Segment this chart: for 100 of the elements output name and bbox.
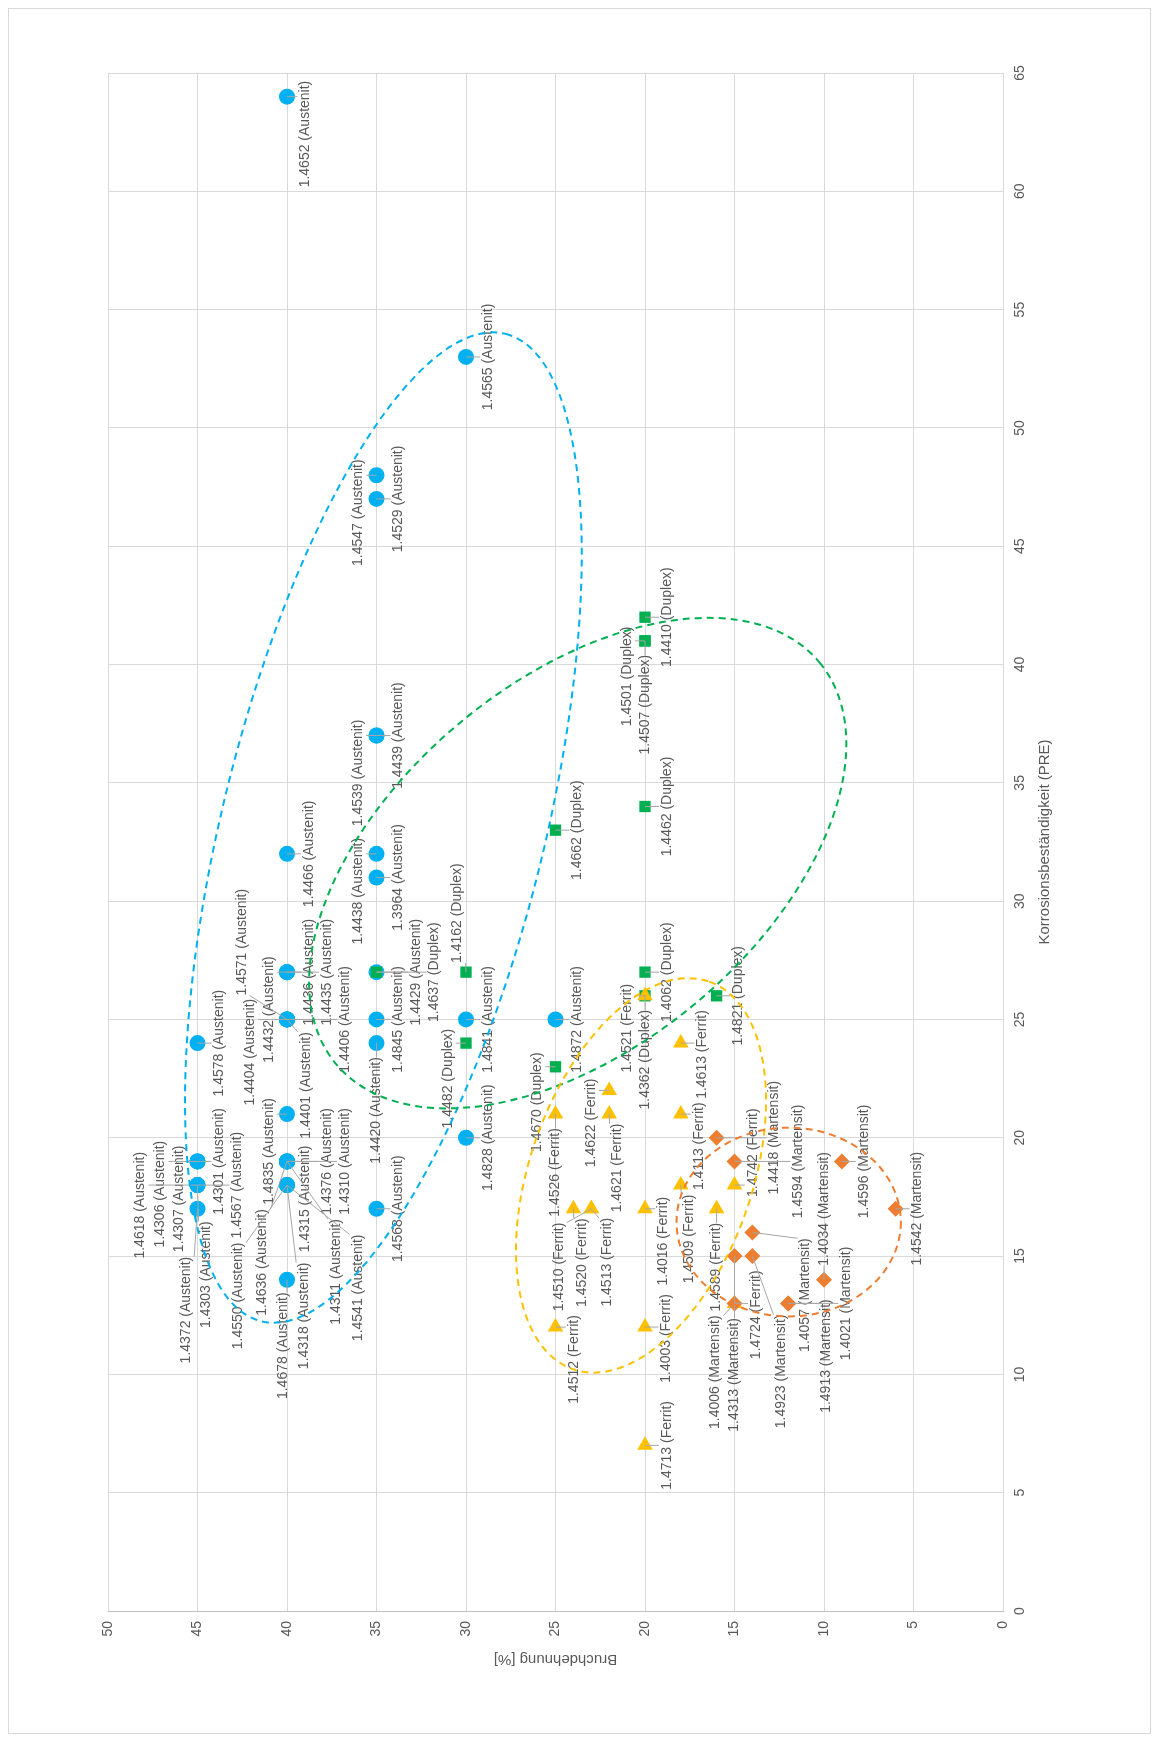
annotation: 1.4404 (Austenit)	[240, 998, 257, 1106]
y-axis-title: Korrosionsbeständigkeit (PRE)	[1034, 739, 1052, 945]
x-tick-label: 30	[456, 1620, 473, 1637]
annotation: 1.4713 (Ferrit)	[657, 1401, 674, 1490]
annotation: 1.4062 (Duplex)	[657, 922, 674, 1022]
annotation: 1.4513 (Ferrit)	[597, 1217, 614, 1307]
annotation: 1.4550 (Austenit)	[228, 1242, 245, 1350]
annotation: 1.4828 (Austenit)	[478, 1084, 495, 1192]
annotation: 1.4547 (Austenit)	[349, 459, 366, 566]
annotation: 1.4429 (Austenit)	[407, 918, 424, 1026]
annotation: 1.4636 (Austenit)	[253, 1209, 270, 1316]
x-tick-label: 50	[98, 1620, 115, 1637]
annotation: 1.4313 (Martensit)	[725, 1318, 742, 1432]
y-tick-label: 50	[1010, 419, 1027, 436]
annotation: 1.4613 (Ferrit)	[693, 1010, 710, 1099]
annotation: 1.4520 (Ferrit)	[572, 1218, 589, 1308]
annotation: 1.4637 (Duplex)	[425, 922, 442, 1022]
annotation: 1.4466 (Austenit)	[299, 800, 316, 908]
annotation: 1.4542 (Martensit)	[908, 1151, 925, 1266]
annotation: 1.4529 (Austenit)	[389, 445, 406, 553]
annotation: 1.4438 (Austenit)	[349, 837, 366, 945]
annotation: 1.4923 (Martensit)	[772, 1314, 789, 1429]
annotation: 1.4162 (Duplex)	[448, 863, 465, 963]
annotation: 1.4835 (Austenit)	[259, 1098, 276, 1205]
y-tick-label: 0	[1010, 1606, 1027, 1615]
x-tick-label: 5	[904, 1620, 921, 1629]
annotation: 1.4021 (Martensit)	[837, 1246, 854, 1361]
x-tick-label: 25	[546, 1620, 563, 1637]
annotation: 1.4432 (Austenit)	[259, 956, 276, 1063]
annotation: 1.4034 (Martensit)	[814, 1152, 831, 1266]
annotation: 1.4845 (Austenit)	[389, 966, 406, 1073]
x-tick-label: 15	[725, 1620, 742, 1637]
annotation: 1.4526 (Ferrit)	[546, 1128, 563, 1217]
x-axis-title: Bruchdehnung [%]	[493, 1651, 618, 1669]
x-tick-label: 40	[277, 1620, 294, 1637]
annotation: 1.4303 (Austenit)	[197, 1221, 214, 1328]
annotation: 1.4539 (Austenit)	[349, 719, 366, 827]
y-tick-label: 65	[1010, 65, 1027, 81]
annotation: 1.4841 (Austenit)	[478, 966, 495, 1073]
annotation: 1.4362 (Duplex)	[635, 1009, 652, 1110]
annotation: 1.4462 (Duplex)	[657, 756, 674, 857]
y-tick-label: 25	[1010, 1011, 1027, 1028]
y-tick-label: 10	[1010, 1366, 1027, 1383]
annotation: 1.4006 (Martensit)	[706, 1315, 723, 1430]
x-tick-label: 0	[993, 1620, 1010, 1629]
annotation: 1.4662 (Duplex)	[568, 780, 585, 880]
x-tick-label: 10	[814, 1620, 831, 1637]
annotation: 1.4510 (Ferrit)	[549, 1222, 566, 1312]
annotation: 1.4568 (Austenit)	[389, 1155, 406, 1263]
annotation: 1.4301 (Austenit)	[210, 1108, 227, 1215]
y-tick-label: 20	[1010, 1129, 1027, 1146]
y-tick-label: 35	[1010, 774, 1027, 791]
annotation: 1.4372 (Austenit)	[177, 1256, 194, 1364]
annotation: 1.4057 (Martensit)	[796, 1238, 813, 1352]
annotation: 1.4670 (Duplex)	[528, 1052, 545, 1153]
y-tick-label: 30	[1010, 893, 1027, 909]
annotation: 1.4578 (Austenit)	[210, 989, 227, 1097]
annotation: 1.4439 (Austenit)	[389, 682, 406, 789]
x-tick-label: 20	[635, 1620, 652, 1637]
annotation: 1.4589 (Ferrit)	[707, 1222, 724, 1312]
annotation: 1.4410 (Duplex)	[657, 567, 674, 668]
annotation: 1.4567 (Austenit)	[228, 1131, 245, 1239]
annotation: 1.4652 (Austenit)	[296, 80, 313, 188]
annotation: 1.4724 (Ferrit)	[746, 1270, 763, 1360]
annotation: 1.4420 (Austenit)	[367, 1057, 384, 1164]
annotation: 1.4521 (Ferrit)	[617, 983, 634, 1073]
annotation: 1.4565 (Austenit)	[478, 303, 495, 411]
annotation: 1.4913 (Martensit)	[817, 1299, 834, 1413]
annotation: 1.4501 (Duplex)	[617, 626, 634, 727]
annotation: 1.4315 (Austenit)	[296, 1145, 313, 1253]
y-tick-label: 15	[1010, 1248, 1027, 1264]
annotation: 1.4318 (Austenit)	[295, 1262, 312, 1370]
annotation: 1.4678 (Austenit)	[273, 1292, 290, 1400]
y-tick-label: 5	[1010, 1488, 1027, 1497]
y-tick-label: 45	[1010, 538, 1027, 555]
x-tick-label: 45	[188, 1620, 205, 1637]
annotation: 1.4016 (Ferrit)	[654, 1196, 671, 1286]
annotation: 1.4482 (Duplex)	[438, 1028, 455, 1129]
annotation: 1.4821 (Duplex)	[729, 945, 746, 1046]
annotation: 1.4571 (Austenit)	[232, 888, 249, 996]
annotation: 1.4872 (Austenit)	[568, 966, 585, 1073]
y-tick-label: 40	[1010, 656, 1027, 673]
annotation: 1.4507 (Duplex)	[635, 654, 652, 755]
annotation: 1.4622 (Ferrit)	[581, 1078, 598, 1168]
annotation: 1.4509 (Ferrit)	[680, 1194, 697, 1284]
annotation: 1.4113 (Ferrit)	[689, 1102, 706, 1191]
annotation: 1.4311 (Austenit)	[326, 1219, 343, 1325]
annotation: 1.4435 (Austenit)	[317, 918, 334, 1026]
annotation: 1.4541 (Austenit)	[348, 1234, 365, 1342]
annotation: 1.4418 (Martensit)	[765, 1080, 782, 1195]
annotation: 1.4306 (Austenit)	[151, 1140, 168, 1248]
x-tick-label: 35	[367, 1620, 384, 1637]
annotation: 1.4436 (Austenit)	[299, 918, 316, 1026]
y-tick-label: 60	[1010, 183, 1027, 200]
annotation: 1.4594 (Martensit)	[789, 1104, 806, 1219]
annotation: 1.4307 (Austenit)	[170, 1145, 187, 1253]
annotation: 1.3964 (Austenit)	[389, 824, 406, 931]
annotation: 1.4003 (Ferrit)	[657, 1294, 674, 1383]
annotation: 1.4512 (Ferrit)	[564, 1315, 581, 1404]
y-tick-label: 55	[1010, 301, 1027, 318]
